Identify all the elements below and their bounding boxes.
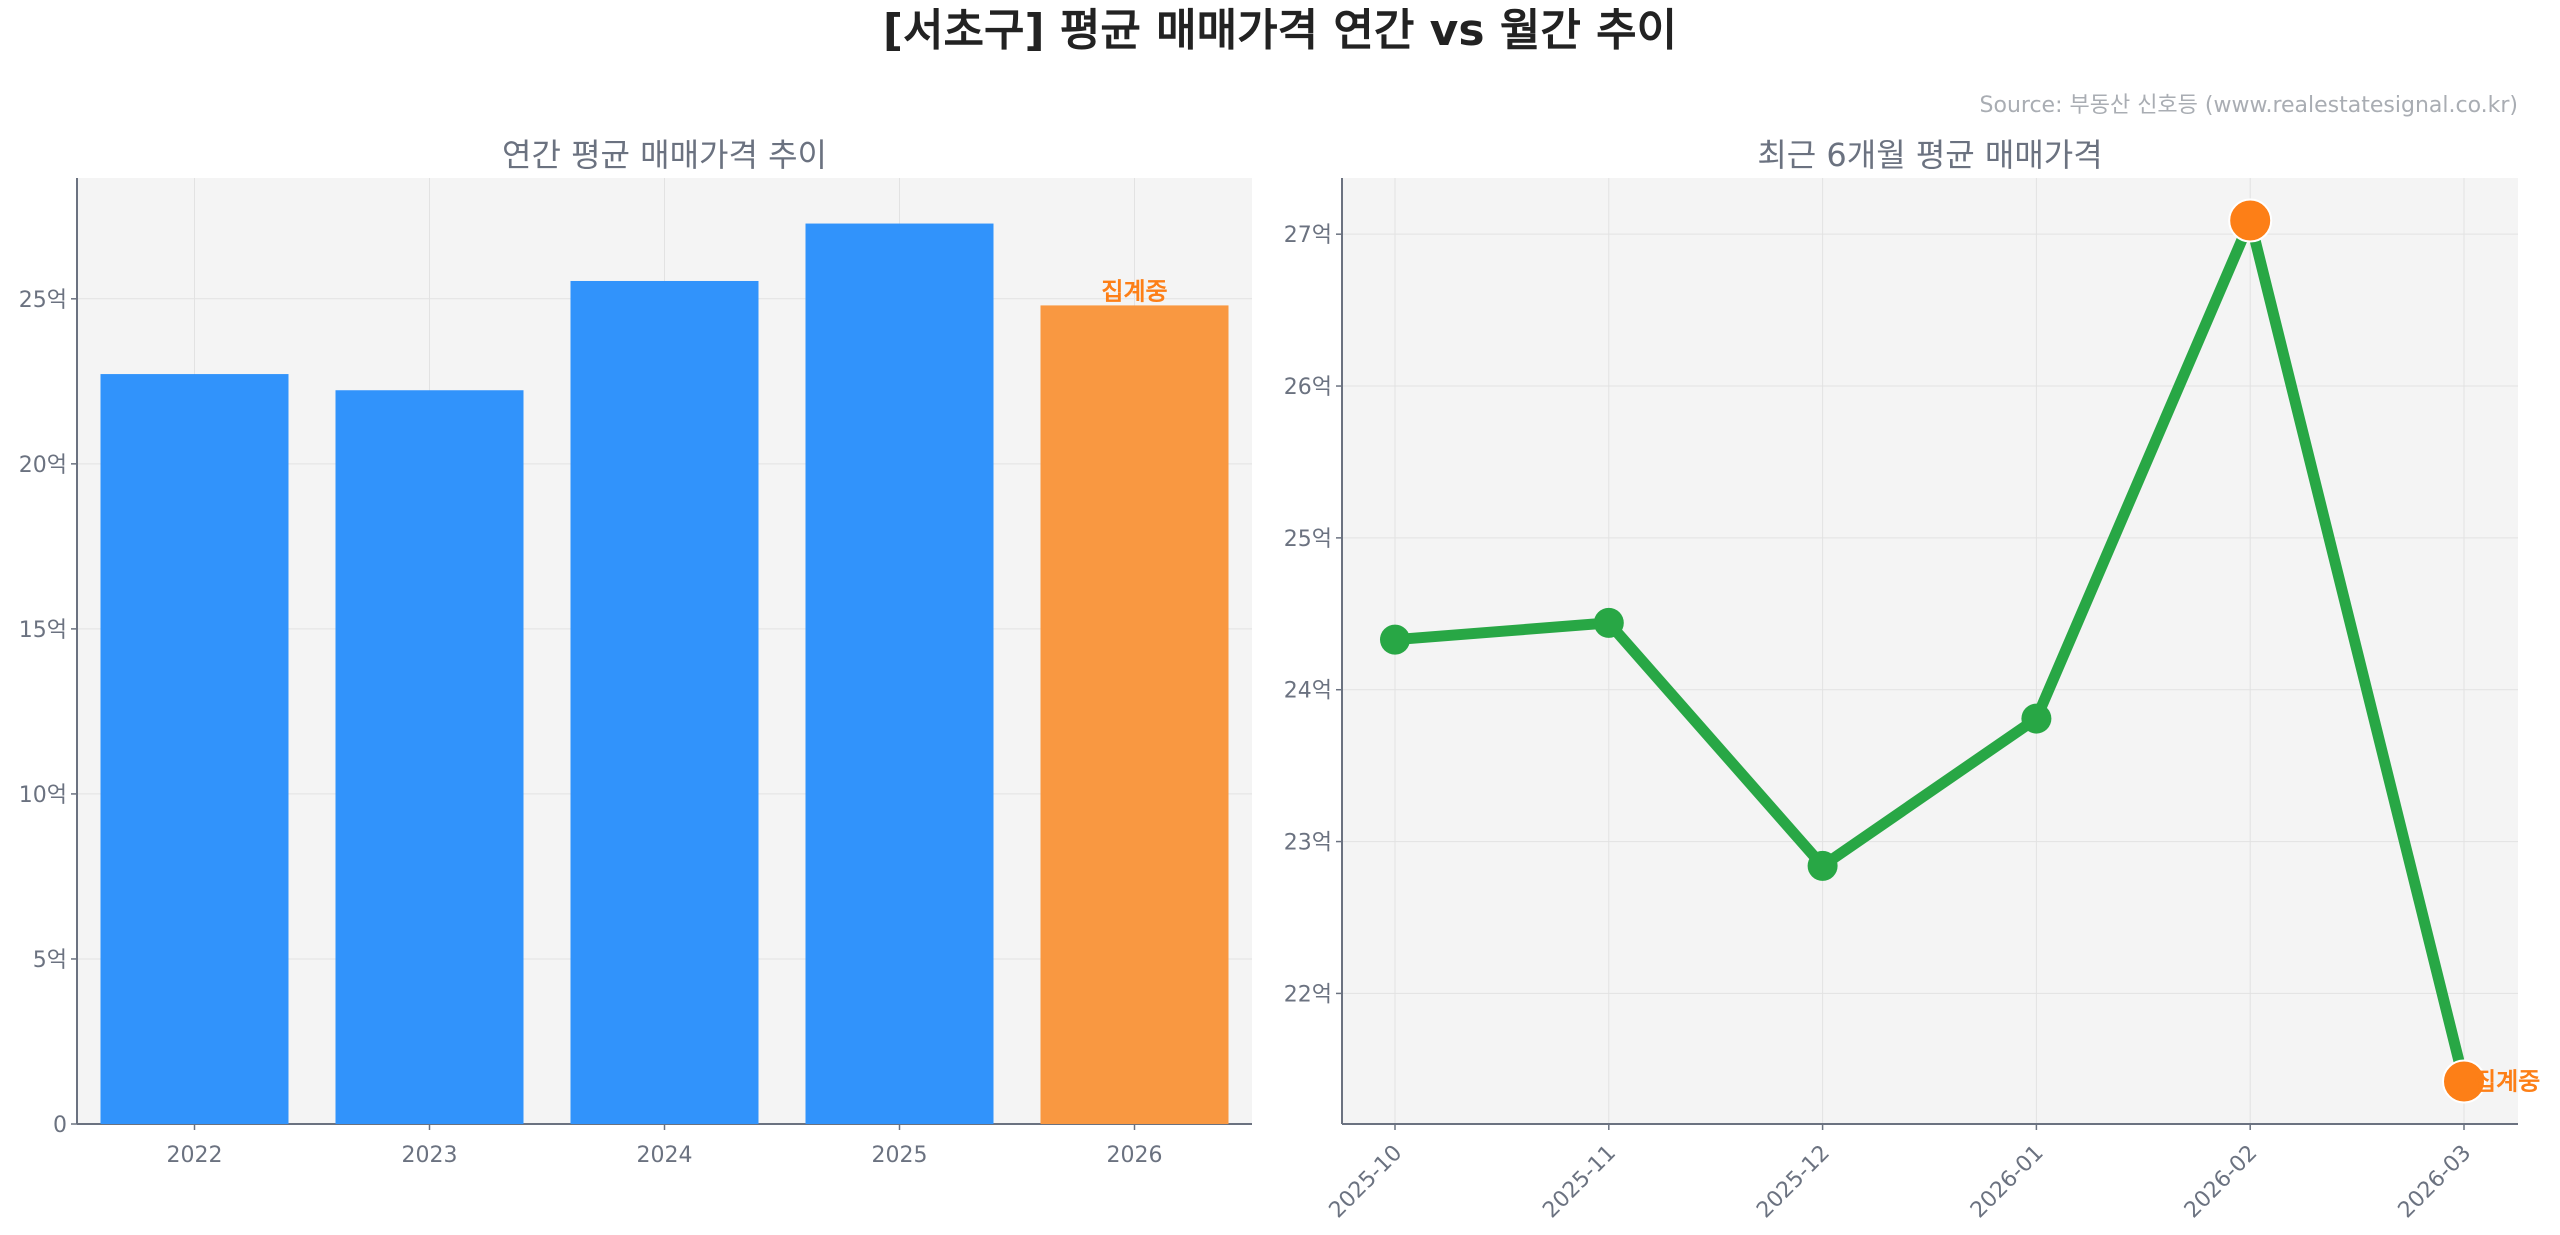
pending-annotation: 집계중 [2474,1067,2540,1095]
y-tick-label: 0 [53,1113,67,1138]
plot-area [1342,178,2518,1124]
chart-title: 연간 평균 매매가격 추이 [502,136,827,174]
x-tick-label: 2022 [167,1143,223,1168]
data-point [1380,624,1410,655]
highlight-point [2228,198,2273,243]
y-tick-label: 27억 [1284,223,1332,248]
series-line [1394,215,2470,1083]
y-tick-label: 25억 [1284,527,1332,552]
monthly-line-chart: 22억 23억 24억 25억 26억 27억 최근 6개월 평균 매매가격 2025-10 2… [1284,136,2540,1223]
y-tick-label: 23억 [1284,831,1332,856]
bar [805,223,994,1124]
highlight-point [2442,1059,2486,1104]
pending-annotation: 집계중 [1101,277,1167,305]
x-tick-label: 2026 [1107,1143,1163,1168]
bar [335,390,524,1124]
y-tick-label: 25억 [19,288,67,313]
y-tick-label: 10억 [19,783,67,808]
x-tick-label: 2026-03 [2394,1141,2477,1224]
x-tick-label: 2023 [402,1143,458,1168]
data-point [1593,607,1624,638]
y-tick-label: 20억 [19,453,67,478]
x-tick-label: 2025-12 [1752,1141,1835,1224]
x-tick-label: 2024 [637,1143,693,1168]
y-tick-label: 26억 [1284,375,1332,400]
x-tick-label: 2026-02 [2180,1141,2263,1224]
figure-title: [서초구] 평균 매매가격 연간 vs 월간 추이 [883,5,1677,56]
x-tick-label: 2025-11 [1538,1141,1621,1224]
source-note: Source: 부동산 신호등 (www.realestatesignal.co… [1980,93,2518,118]
data-point [1807,850,1838,881]
x-tick-label: 2026-01 [1966,1141,2049,1224]
bar [570,280,759,1124]
annual-bar-chart: 0 5억 10억 15억 20억 25억 연간 평균 매매가격 추이 2022 2023 2024… [19,136,1252,1168]
y-tick-label: 5억 [33,948,67,973]
bar [1040,305,1229,1124]
y-tick-label: 22억 [1284,982,1332,1007]
bar [100,374,289,1125]
y-tick-label: 15억 [19,618,67,643]
data-point [2021,703,2052,734]
x-tick-label: 2025 [872,1143,928,1168]
chart-title: 최근 6개월 평균 매매가격 [1757,136,2102,174]
x-tick-label: 2025-10 [1325,1141,1408,1224]
y-tick-label: 24억 [1284,679,1332,704]
